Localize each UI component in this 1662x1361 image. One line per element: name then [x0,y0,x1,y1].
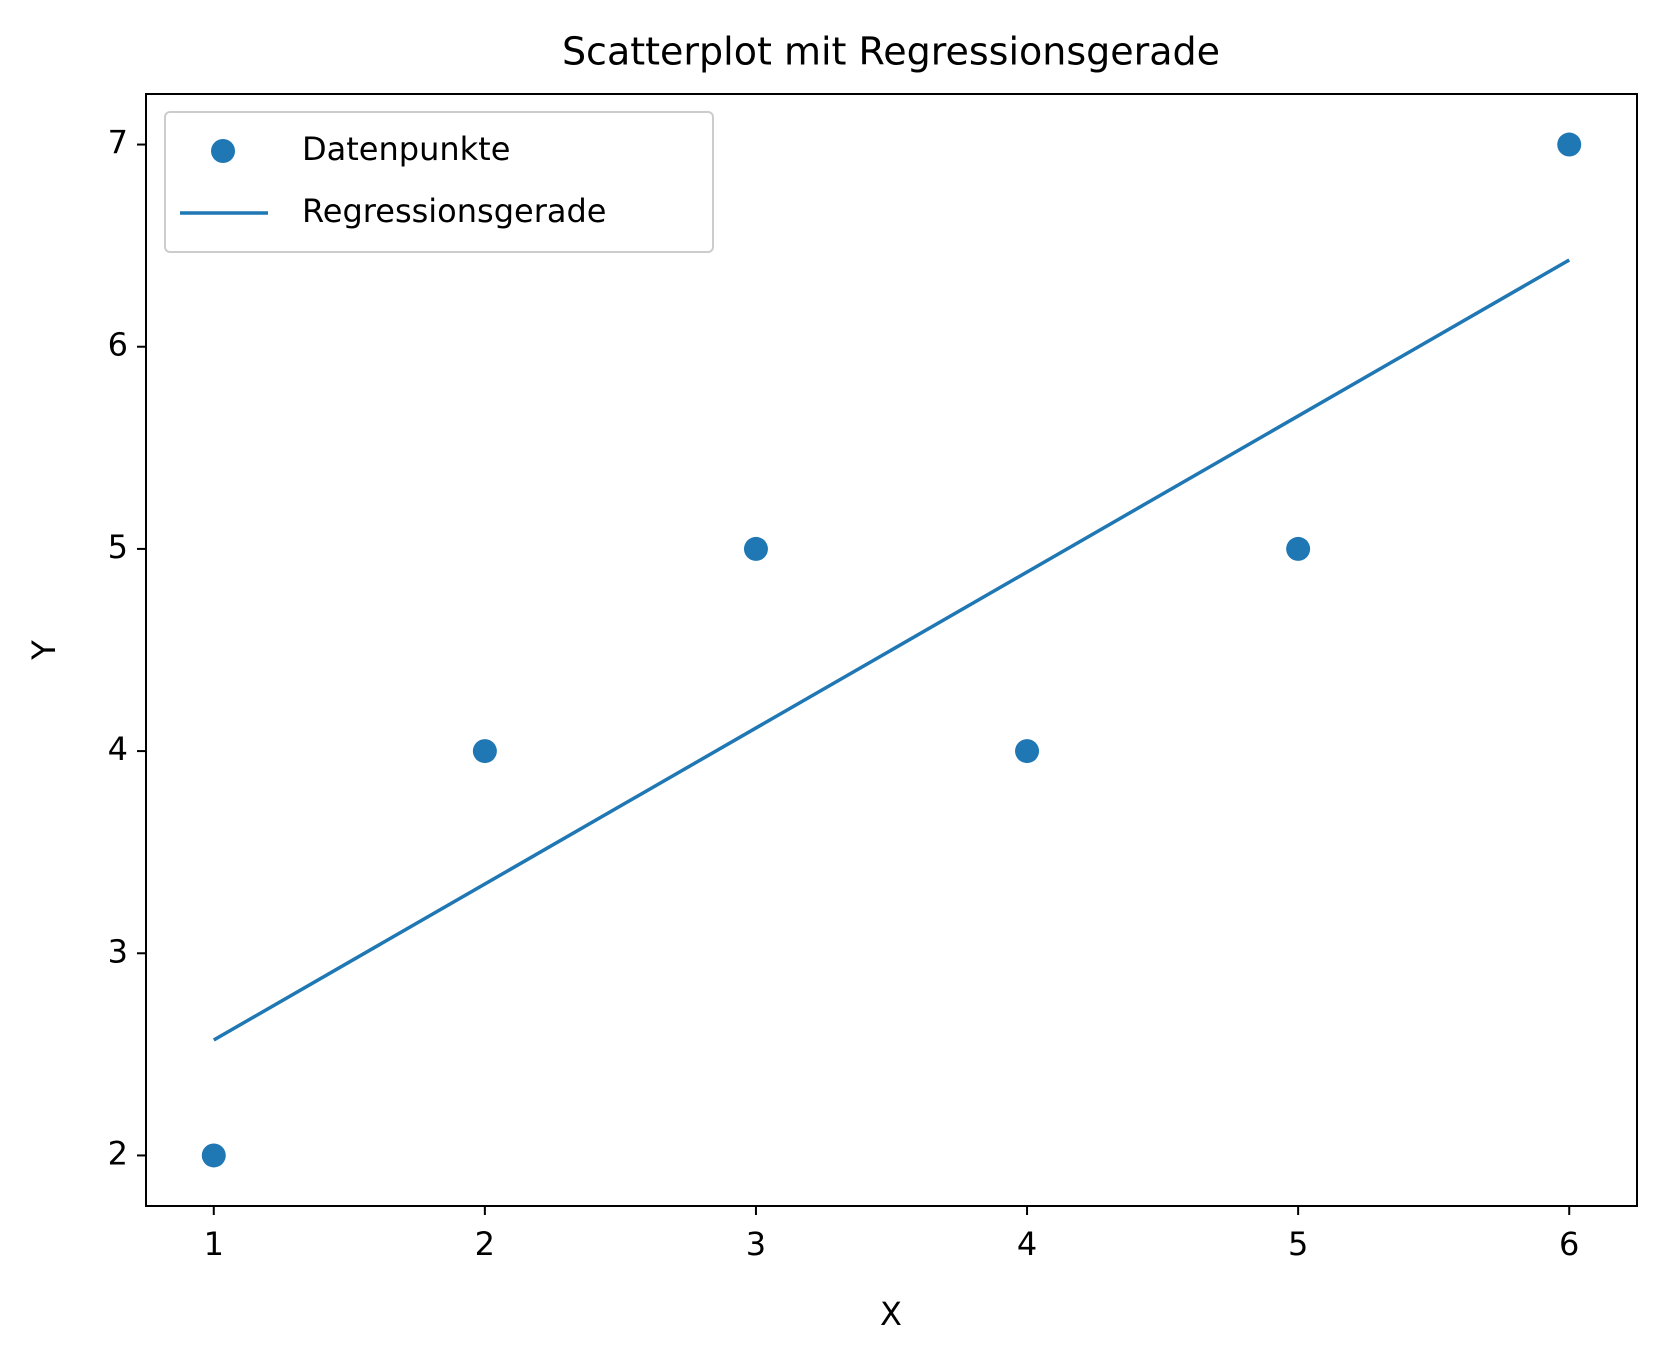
data-point [1015,739,1040,764]
x-tick-label: 5 [1288,1225,1308,1263]
data-point [201,1143,226,1168]
y-axis-label: Y [25,640,63,661]
y-tick-label: 6 [108,326,128,364]
chart-title: Scatterplot mit Regressionsgerade [562,30,1220,74]
x-tick-label: 2 [475,1225,495,1263]
y-tick-label: 7 [108,124,128,162]
legend-marker [211,139,235,163]
plot-frame [145,93,1638,1207]
y-tick-label: 4 [108,730,128,768]
data-point [472,739,497,764]
legend-label: Datenpunkte [302,130,510,168]
x-axis-label: X [880,1295,902,1333]
x-tick-label: 1 [204,1225,224,1263]
y-tick-label: 5 [108,528,128,566]
regression-line [212,258,1571,1042]
legend-box [164,111,714,253]
data-point [1557,132,1582,157]
data-point [743,536,768,561]
x-tick-label: 6 [1559,1225,1579,1263]
y-tick-label: 3 [108,932,128,970]
data-point [1286,536,1311,561]
x-tick-label: 4 [1017,1225,1037,1263]
x-tick-label: 3 [746,1225,766,1263]
y-tick-label: 2 [108,1134,128,1172]
legend-label: Regressionsgerade [302,192,606,230]
